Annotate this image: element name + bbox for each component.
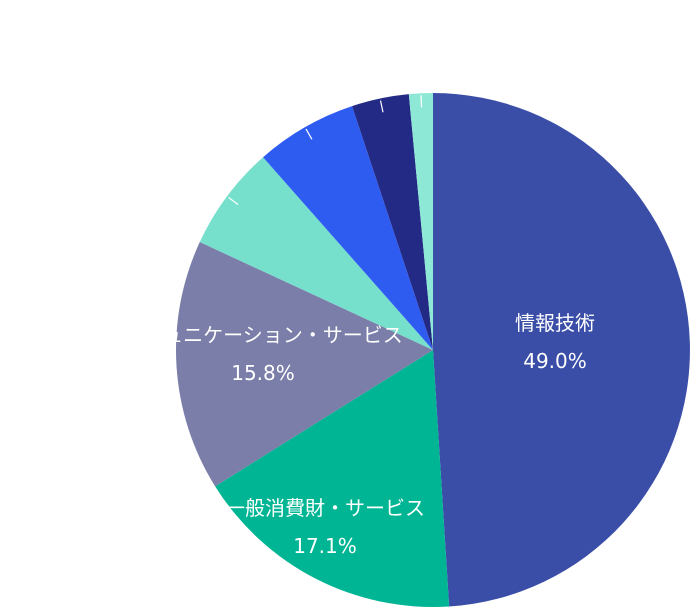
slice-tick-3 [228,197,239,206]
slice-name-label-1: 一般消費財・サービス [225,496,425,520]
slice-value-label-1: 17.1% [293,534,357,558]
pie-slice-4 [263,106,433,350]
slice-tick-6 [420,95,423,108]
slice-tick-4 [305,128,313,140]
pie-slice-0 [433,93,690,607]
slice-name-label-2: コミュニケーション・サービス [123,323,403,347]
slice-name-label-0: 情報技術 [515,311,595,335]
slice-value-label-2: 15.8% [231,361,295,385]
pie-labels: 情報技術 49.0% 一般消費財・サービス 17.1% コミュニケーション・サービス 15… [123,311,595,558]
pie-slice-2 [176,242,433,487]
pie-slice-5 [352,94,433,350]
slice-value-label-0: 49.0% [523,349,587,373]
pie-slices [176,93,690,607]
slice-tick-5 [379,100,384,113]
pie-slice-3 [199,157,433,350]
pie-slice-6 [408,93,433,350]
pie-slice-1 [215,350,450,607]
pie-ticks [228,95,423,206]
